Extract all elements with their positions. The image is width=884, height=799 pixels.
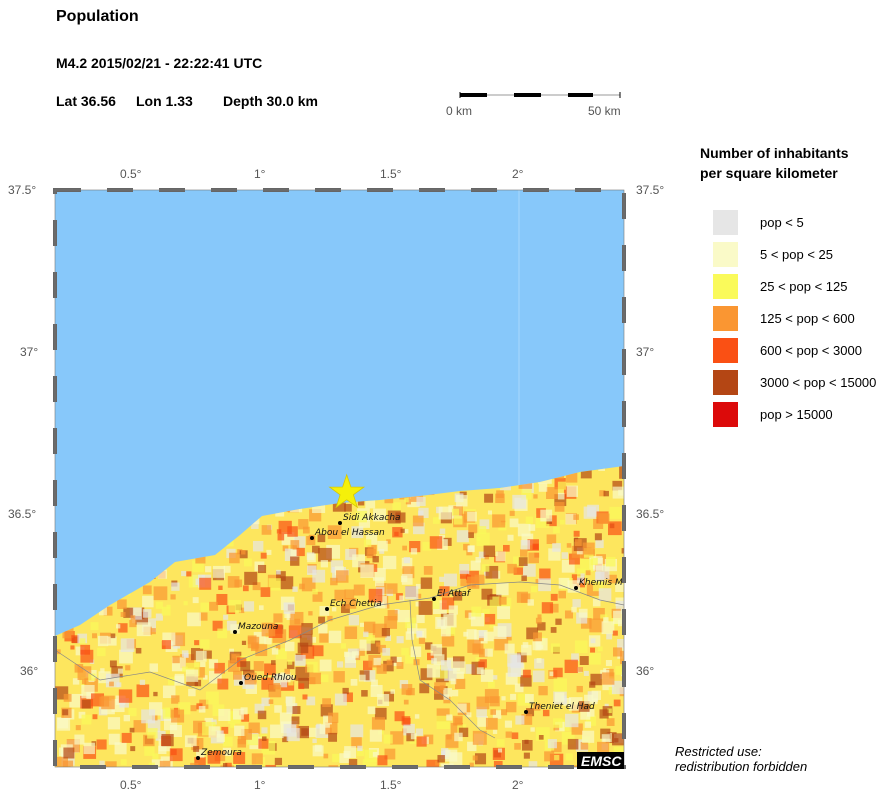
- legend-swatch: [713, 305, 738, 331]
- lon-label: Lon 1.33: [136, 93, 193, 109]
- lon-tick: 1.5°: [380, 778, 402, 792]
- legend-title-2: per square kilometer: [700, 165, 838, 181]
- city-dot: [233, 630, 237, 634]
- lon-tick: 0.5°: [120, 167, 142, 181]
- lon-tick: 0.5°: [120, 778, 142, 792]
- city-dot: [338, 521, 342, 525]
- legend-item: 5 < pop < 25: [713, 241, 834, 267]
- legend-swatch: [713, 401, 738, 427]
- lat-tick: 36°: [636, 664, 655, 678]
- map-frame-line: [54, 189, 625, 768]
- city-label: Khemis M: [579, 578, 623, 588]
- lon-tick: 1°: [254, 167, 266, 181]
- city-dot: [310, 536, 314, 540]
- depth-label: Depth 30.0 km: [223, 93, 318, 109]
- legend-item: 125 < pop < 600: [713, 305, 855, 331]
- city-dot: [325, 607, 329, 611]
- map-title: Population: [56, 8, 139, 25]
- legend-label: 5 < pop < 25: [760, 246, 834, 262]
- lon-tick: 2°: [512, 778, 524, 792]
- lat-tick: 37°: [20, 345, 39, 359]
- city-dot: [432, 597, 436, 601]
- city-dot: [239, 681, 243, 685]
- city-dot: [524, 710, 528, 714]
- scale-end: 50 km: [588, 104, 621, 118]
- legend-item: pop < 5: [713, 209, 804, 235]
- city-label: Sidi Akkacha: [343, 513, 401, 523]
- legend-title-1: Number of inhabitants: [700, 145, 849, 161]
- legend-swatch: [713, 337, 738, 363]
- emsc-watermark: EMSC: [581, 753, 622, 769]
- lat-tick: 36.5°: [636, 507, 665, 521]
- usage-note-line2: redistribution forbidden: [675, 759, 808, 774]
- border-line: [409, 599, 496, 739]
- legend-label: 125 < pop < 600: [760, 310, 855, 326]
- legend-label: 3000 < pop < 15000: [760, 374, 877, 390]
- river-line: [54, 581, 625, 691]
- lat-tick: 36°: [20, 664, 39, 678]
- lon-tick: 1.5°: [380, 167, 402, 181]
- legend-label: 600 < pop < 3000: [760, 342, 862, 358]
- legend-item: 600 < pop < 3000: [713, 337, 862, 363]
- city-label: Abou el Hassan: [314, 528, 385, 538]
- scale-start: 0 km: [446, 104, 473, 118]
- lat-tick: 36.5°: [8, 507, 37, 521]
- emsc-watermark-bg: [577, 752, 624, 769]
- event-info: M4.2 2015/02/21 - 22:22:41 UTC: [56, 55, 263, 71]
- lon-tick: 1°: [254, 778, 266, 792]
- legend-swatch: [713, 241, 738, 267]
- legend-item: 25 < pop < 125: [713, 273, 848, 299]
- legend-label: pop > 15000: [760, 406, 833, 422]
- legend-swatch: [713, 273, 738, 299]
- usage-note-line1: Restricted use:: [675, 744, 762, 759]
- city-label: Theniet el Had: [529, 702, 595, 712]
- city-label: Ech Chettia: [330, 599, 382, 609]
- epicenter-star-icon[interactable]: [328, 473, 366, 509]
- city-label: Zemoura: [200, 748, 242, 758]
- legend-item: 3000 < pop < 15000: [713, 369, 877, 395]
- legend-item: pop > 15000: [713, 401, 833, 427]
- lat-tick: 37.5°: [636, 183, 665, 197]
- lat-tick: 37°: [636, 345, 655, 359]
- lat-label: Lat 36.56: [56, 93, 116, 109]
- legend-label: 25 < pop < 125: [760, 278, 848, 294]
- scale-bar: [459, 92, 621, 98]
- usage-note: Restricted use: redistribution forbidden: [675, 744, 807, 774]
- city-label: El Attaf: [437, 589, 472, 599]
- city-label: Mazouna: [238, 622, 278, 632]
- legend-swatch: [713, 369, 738, 395]
- city-label: Oued Rhlou: [244, 673, 297, 683]
- city-dot: [574, 586, 578, 590]
- lon-tick: 2°: [512, 167, 524, 181]
- lat-tick: 37.5°: [8, 183, 37, 197]
- legend-label: pop < 5: [760, 214, 804, 230]
- city-dot: [196, 756, 200, 760]
- legend-swatch: [713, 209, 738, 235]
